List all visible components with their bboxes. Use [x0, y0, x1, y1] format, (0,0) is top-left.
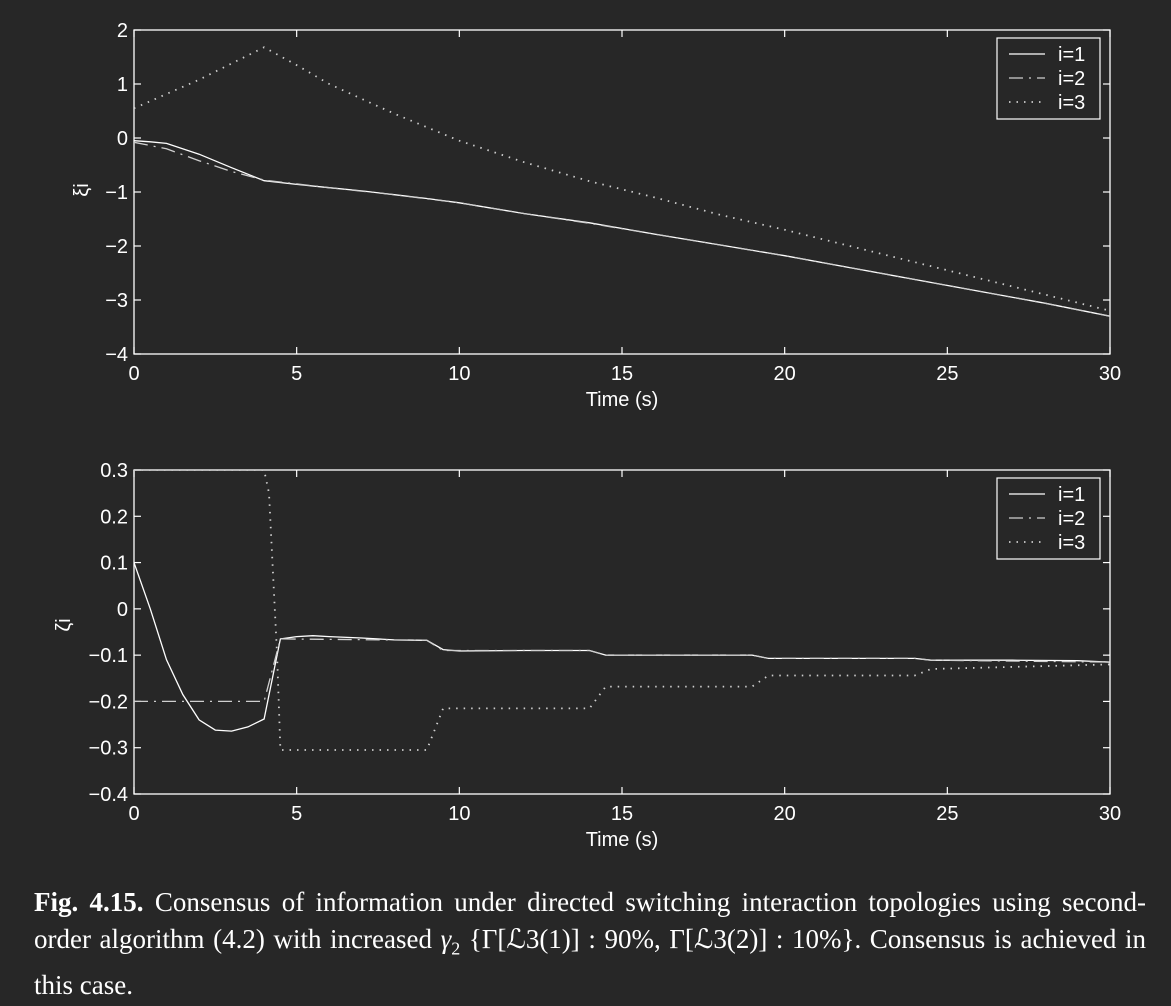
series-line-i2 — [134, 638, 1110, 703]
series-line-i3 — [134, 470, 1110, 751]
zeta-chart: 0 5 10 15 20 25 30 0.3 0.2 0.1 0 −0.1 −0.2 −0.3 −0.4 Ti… — [53, 460, 1121, 851]
y-tick-label: −3 — [105, 290, 128, 312]
y-tick-label: −4 — [105, 344, 128, 366]
x-tick-label: 5 — [291, 803, 302, 825]
x-tick-label: 0 — [128, 363, 139, 385]
y-tick-label: 0.2 — [100, 506, 128, 528]
y-tick-label: 0 — [117, 599, 128, 621]
x-tick-label: 15 — [611, 803, 633, 825]
y-tick-label: −0.2 — [89, 691, 128, 713]
caption-gamma-symbol: γ2 — [440, 924, 461, 959]
x-tick-label: 25 — [936, 803, 958, 825]
x-axis-title: Time (s) — [586, 829, 659, 851]
plot-frame — [133, 29, 1111, 355]
y-axis-title: ζi — [53, 618, 75, 631]
figure-label: Fig. 4.15. — [34, 887, 144, 917]
y-tick-label: 0.1 — [100, 553, 128, 575]
x-tick-label: 20 — [774, 803, 796, 825]
y-tick-label: −0.1 — [89, 645, 128, 667]
x-tick-label: 0 — [128, 803, 139, 825]
x-tick-label: 15 — [611, 363, 633, 385]
x-axis-title: Time (s) — [586, 389, 659, 411]
caption-text-1: Consensus of information under directed … — [34, 887, 1146, 954]
x-tick-label: 20 — [774, 363, 796, 385]
legend-label-i2: i=2 — [1058, 68, 1085, 90]
legend-label-i1: i=1 — [1058, 44, 1085, 66]
y-tick-label: 1 — [117, 74, 128, 96]
y-axis-title: ξi — [71, 183, 93, 196]
y-tick-label: 0.3 — [100, 460, 128, 482]
y-tick-label: 2 — [117, 20, 128, 42]
series-line-i2 — [134, 141, 1110, 317]
x-tick-label: 30 — [1099, 803, 1121, 825]
legend-label-i1: i=1 — [1058, 484, 1085, 506]
figure-caption: Fig. 4.15. Consensus of information unde… — [34, 884, 1146, 1004]
caption-text-2: {Γ[ℒ3(1)] : 90%, Γ[ℒ3(2)] : 10%}. Consen… — [34, 924, 1147, 1001]
y-tick-label: −0.3 — [89, 738, 128, 760]
y-tick-label: −2 — [105, 236, 128, 258]
legend-label-i3: i=3 — [1058, 92, 1085, 114]
y-tick-label: −1 — [105, 182, 128, 204]
series-line-i3 — [134, 46, 1110, 312]
series-line-i1 — [134, 562, 1110, 732]
x-tick-label: 10 — [448, 803, 470, 825]
y-tick-label: −0.4 — [89, 784, 128, 806]
y-tick-label: 0 — [117, 128, 128, 150]
x-tick-label: 5 — [291, 363, 302, 385]
x-tick-label: 10 — [448, 363, 470, 385]
x-tick-label: 30 — [1099, 363, 1121, 385]
legend-label-i2: i=2 — [1058, 508, 1085, 530]
x-tick-label: 25 — [936, 363, 958, 385]
legend-label-i3: i=3 — [1058, 532, 1085, 554]
